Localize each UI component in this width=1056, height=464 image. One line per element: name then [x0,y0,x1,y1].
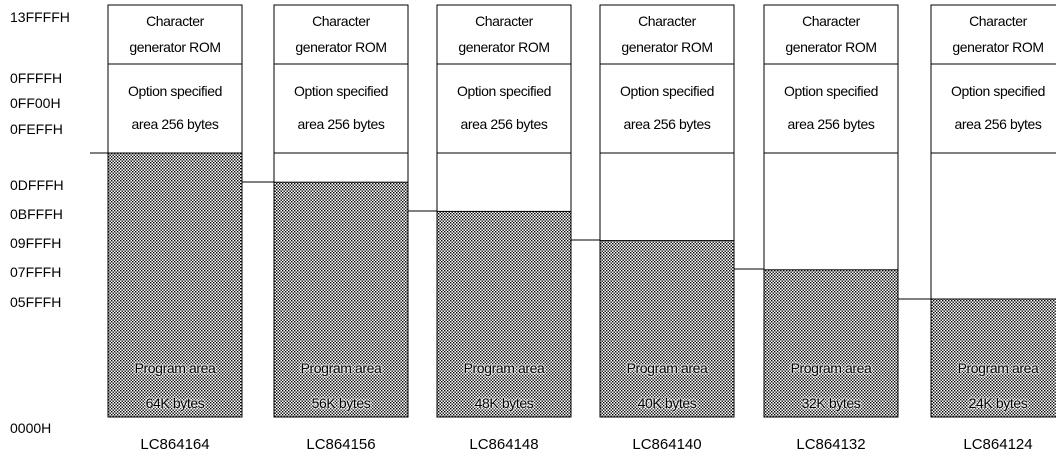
memory-column-lc864124 [930,4,1056,418]
address-label-09fffh: 09FFFH [10,235,62,251]
option-area-line1: Option specified [128,83,222,99]
program-area-line1: Program area [957,360,1039,376]
program-area-fill [599,240,735,418]
option-area-line1: Option specified [951,83,1045,99]
model-label: LC864132 [796,436,866,453]
address-label-0ffffh: 0FFFFH [10,70,63,86]
program-area-line1: Program area [790,360,872,376]
char-rom-line1: Character [802,13,860,29]
option-area-line1: Option specified [784,83,878,99]
option-area-line2: area 256 bytes [297,116,385,132]
char-rom-line1: Character [146,13,204,29]
char-rom-line2: generator ROM [458,39,550,55]
address-label-07fffh: 07FFFH [10,264,62,280]
memory-column-labels: Character generator ROM Option specified ar… [108,5,242,417]
address-label-0ff00h: 0FF00H [10,95,61,111]
address-label-0fefh: 0FEFFH [10,121,63,137]
program-area-fill [930,298,1056,418]
memory-column-lc864148 [436,4,572,418]
model-label: LC864164 [140,436,210,453]
memory-column-lc864156 [273,4,409,418]
option-area-line2: area 256 bytes [787,116,875,132]
address-label-0bfffh: 0BFFFH [10,206,63,222]
program-area-line2: 48K bytes [474,395,534,411]
char-rom-line2: generator ROM [785,39,877,55]
char-rom-line2: generator ROM [295,39,387,55]
char-rom-line2: generator ROM [952,39,1044,55]
memory-column-lc864164 [107,4,243,418]
option-area-line2: area 256 bytes [460,116,548,132]
option-area-line2: area 256 bytes [954,116,1042,132]
memory-column-labels: Character generator ROM Option specified ar… [764,5,898,417]
option-area-line1: Option specified [294,83,388,99]
char-rom-line1: Character [969,13,1027,29]
model-label: LC864140 [632,436,702,453]
program-area-fill [273,181,409,418]
memory-column-labels: Character generator ROM Option specified ar… [274,5,408,417]
char-rom-line2: generator ROM [621,39,713,55]
memory-column-lc864132 [763,4,899,418]
program-area-line2: 64K bytes [145,395,205,411]
memory-column-labels: Character generator ROM Option specified ar… [600,5,734,417]
option-area-line2: area 256 bytes [131,116,219,132]
option-area-line2: area 256 bytes [623,116,711,132]
char-rom-line1: Character [475,13,533,29]
program-area-fill [107,152,243,418]
program-area-line2: 40K bytes [637,395,697,411]
program-area-fill [763,269,899,418]
address-label-0000h: 0000H [10,420,52,436]
memory-column-labels: Character generator ROM Option specified ar… [931,5,1056,417]
option-area-line1: Option specified [457,83,551,99]
program-area-line2: 24K bytes [968,395,1028,411]
memory-column-lc864140 [599,4,735,418]
program-area-line1: Program area [463,360,545,376]
program-area-line2: 56K bytes [311,395,371,411]
model-label: LC864156 [306,436,376,453]
memory-column-labels: Character generator ROM Option specified ar… [437,5,571,417]
char-rom-line1: Character [312,13,370,29]
model-label: LC864124 [963,436,1033,453]
program-area-line1: Program area [134,360,216,376]
address-label-05fffh: 05FFFH [10,294,62,310]
option-area-line1: Option specified [620,83,714,99]
char-rom-line1: Character [638,13,696,29]
address-label-0dfffh: 0DFFFH [10,177,64,193]
model-label: LC864148 [469,436,539,453]
program-area-line2: 32K bytes [801,395,861,411]
program-area-fill [436,210,572,418]
char-rom-line2: generator ROM [129,39,221,55]
address-label-13ffffh: 13FFFFH [10,9,70,25]
program-area-line1: Program area [300,360,382,376]
program-area-line1: Program area [626,360,708,376]
